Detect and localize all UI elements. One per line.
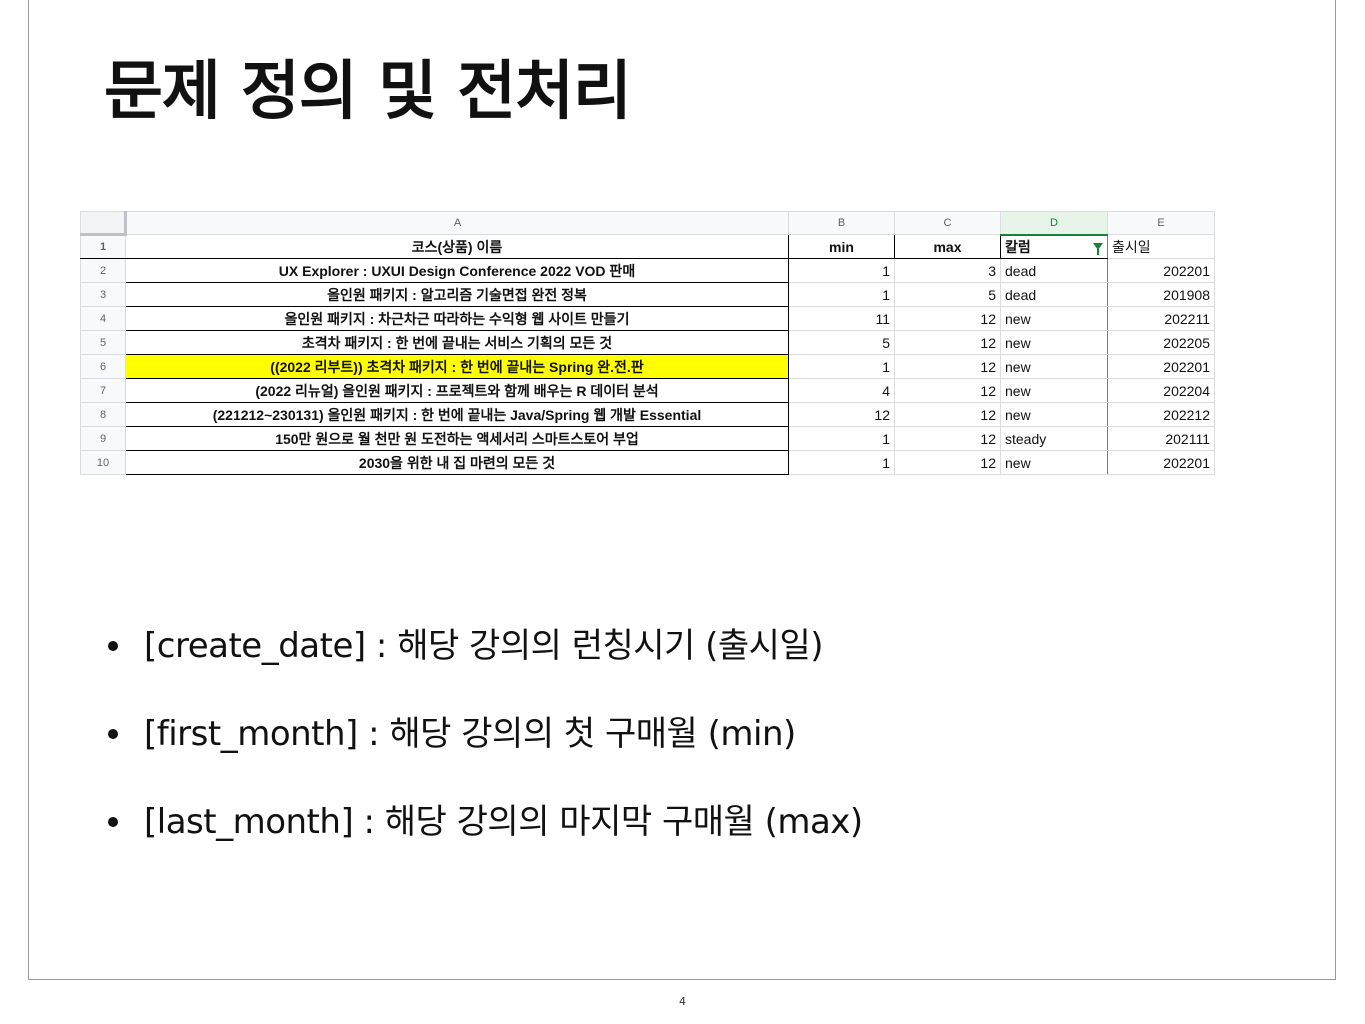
min-cell[interactable]: 1 — [788, 282, 895, 307]
course-name-cell[interactable]: 초격차 패키지 : 한 번에 끝내는 서비스 기획의 모든 것 — [125, 330, 789, 355]
max-cell[interactable]: 12 — [894, 330, 1001, 355]
label-cell[interactable]: new — [1000, 306, 1108, 331]
bullet-list: [create_date] : 해당 강의의 런칭시기 (출시일) [first… — [108, 620, 863, 884]
header-label-cell[interactable]: 칼럼 — [1000, 234, 1108, 259]
date-cell[interactable]: 202205 — [1107, 330, 1215, 355]
bullet-dot-icon — [108, 641, 118, 651]
max-cell[interactable]: 12 — [894, 450, 1001, 475]
table-header-row: 1 코스(상품) 이름 min max 칼럼 출시일 — [80, 234, 1215, 259]
course-name-cell[interactable]: (2022 리뉴얼) 올인원 패키지 : 프로젝트와 함께 배우는 R 데이터 … — [125, 378, 789, 403]
table-row: 8 (221212~230131) 올인원 패키지 : 한 번에 끝내는 Java… — [80, 402, 1215, 427]
row-number[interactable]: 4 — [80, 306, 126, 331]
course-name-cell[interactable]: UX Explorer : UXUI Design Conference 202… — [125, 258, 789, 283]
bullet-dot-icon — [108, 817, 118, 827]
max-cell[interactable]: 5 — [894, 282, 1001, 307]
label-cell[interactable]: dead — [1000, 258, 1108, 283]
header-label: 칼럼 — [1005, 238, 1031, 255]
date-cell[interactable]: 202201 — [1107, 258, 1215, 283]
row-number[interactable]: 2 — [80, 258, 126, 283]
date-cell[interactable]: 202201 — [1107, 354, 1215, 379]
course-name-cell[interactable]: 올인원 패키지 : 차근차근 따라하는 수익형 웹 사이트 만들기 — [125, 306, 789, 331]
header-course-name[interactable]: 코스(상품) 이름 — [125, 234, 789, 259]
column-header-row: A B C D E — [80, 211, 1215, 236]
bullet-item: [last_month] : 해당 강의의 마지막 구매월 (max) — [108, 796, 863, 884]
bullet-text: [create_date] : 해당 강의의 런칭시기 (출시일) — [144, 626, 824, 666]
column-header-b[interactable]: B — [788, 211, 895, 235]
header-min[interactable]: min — [788, 234, 895, 259]
filter-icon[interactable] — [1093, 242, 1103, 255]
row-number[interactable]: 3 — [80, 282, 126, 307]
column-header-d[interactable]: D — [1000, 211, 1108, 236]
label-cell[interactable]: new — [1000, 402, 1108, 427]
course-name-cell[interactable]: 올인원 패키지 : 알고리즘 기술면접 완전 정복 — [125, 282, 789, 307]
min-cell[interactable]: 1 — [788, 426, 895, 451]
min-cell[interactable]: 11 — [788, 306, 895, 331]
row-number[interactable]: 6 — [80, 354, 126, 379]
min-cell[interactable]: 12 — [788, 402, 895, 427]
label-cell[interactable]: steady — [1000, 426, 1108, 451]
label-cell[interactable]: dead — [1000, 282, 1108, 307]
label-cell[interactable]: new — [1000, 330, 1108, 355]
row-number[interactable]: 10 — [80, 450, 126, 475]
row-number[interactable]: 9 — [80, 426, 126, 451]
min-cell[interactable]: 1 — [788, 258, 895, 283]
bullet-dot-icon — [108, 729, 118, 739]
table-row: 7 (2022 리뉴얼) 올인원 패키지 : 프로젝트와 함께 배우는 R 데이터… — [80, 378, 1215, 403]
slide-frame — [28, 0, 1336, 980]
course-name-cell[interactable]: 2030을 위한 내 집 마련의 모든 것 — [125, 450, 789, 475]
date-cell[interactable]: 202201 — [1107, 450, 1215, 475]
slide-title: 문제 정의 및 전처리 — [104, 55, 632, 129]
column-header-a[interactable]: A — [125, 211, 789, 235]
max-cell[interactable]: 12 — [894, 378, 1001, 403]
label-cell[interactable]: new — [1000, 378, 1108, 403]
date-cell[interactable]: 202204 — [1107, 378, 1215, 403]
table-row: 3 올인원 패키지 : 알고리즘 기술면접 완전 정복 1 5 dead 201908 — [80, 282, 1215, 307]
table-row: 9 150만 원으로 월 천만 원 도전하는 액세서리 스마트스토어 부업 1 12 s… — [80, 426, 1215, 451]
table-row: 6 ((2022 리부트)) 초격차 패키지 : 한 번에 끝내는 Spring … — [80, 354, 1215, 379]
table-row: 5 초격차 패키지 : 한 번에 끝내는 서비스 기획의 모든 것 5 12 new 20… — [80, 330, 1215, 355]
row-number[interactable]: 5 — [80, 330, 126, 355]
max-cell[interactable]: 12 — [894, 354, 1001, 379]
date-cell[interactable]: 202211 — [1107, 306, 1215, 331]
course-name-cell[interactable]: ((2022 리부트)) 초격차 패키지 : 한 번에 끝내는 Spring 완… — [125, 354, 789, 379]
max-cell[interactable]: 3 — [894, 258, 1001, 283]
table-row: 4 올인원 패키지 : 차근차근 따라하는 수익형 웹 사이트 만들기 11 12 ne… — [80, 306, 1215, 331]
column-header-c[interactable]: C — [894, 211, 1001, 235]
max-cell[interactable]: 12 — [894, 402, 1001, 427]
bullet-text: [last_month] : 해당 강의의 마지막 구매월 (max) — [144, 802, 863, 842]
min-cell[interactable]: 1 — [788, 450, 895, 475]
course-name-cell[interactable]: (221212~230131) 올인원 패키지 : 한 번에 끝내는 Java/… — [125, 402, 789, 427]
page-number: 4 — [679, 995, 686, 1008]
date-cell[interactable]: 201908 — [1107, 282, 1215, 307]
date-cell[interactable]: 202111 — [1107, 426, 1215, 451]
header-date[interactable]: 출시일 — [1107, 234, 1215, 259]
bullet-item: [first_month] : 해당 강의의 첫 구매월 (min) — [108, 708, 863, 796]
bullet-text: [first_month] : 해당 강의의 첫 구매월 (min) — [144, 714, 796, 754]
table-row: 10 2030을 위한 내 집 마련의 모든 것 1 12 new 202201 — [80, 450, 1215, 475]
row-number[interactable]: 7 — [80, 378, 126, 403]
bullet-item: [create_date] : 해당 강의의 런칭시기 (출시일) — [108, 620, 863, 708]
table-row: 2 UX Explorer : UXUI Design Conference 20… — [80, 258, 1215, 283]
min-cell[interactable]: 4 — [788, 378, 895, 403]
row-number[interactable]: 8 — [80, 402, 126, 427]
column-header-e[interactable]: E — [1107, 211, 1215, 235]
row-number[interactable]: 1 — [80, 234, 126, 259]
date-cell[interactable]: 202212 — [1107, 402, 1215, 427]
min-cell[interactable]: 5 — [788, 330, 895, 355]
header-max[interactable]: max — [894, 234, 1001, 259]
sheet-corner[interactable] — [80, 211, 127, 236]
max-cell[interactable]: 12 — [894, 306, 1001, 331]
spreadsheet: A B C D E 1 코스(상품) 이름 min max 칼럼 출시일 2 UX… — [80, 211, 1215, 475]
min-cell[interactable]: 1 — [788, 354, 895, 379]
course-name-cell[interactable]: 150만 원으로 월 천만 원 도전하는 액세서리 스마트스토어 부업 — [125, 426, 789, 451]
label-cell[interactable]: new — [1000, 450, 1108, 475]
max-cell[interactable]: 12 — [894, 426, 1001, 451]
label-cell[interactable]: new — [1000, 354, 1108, 379]
